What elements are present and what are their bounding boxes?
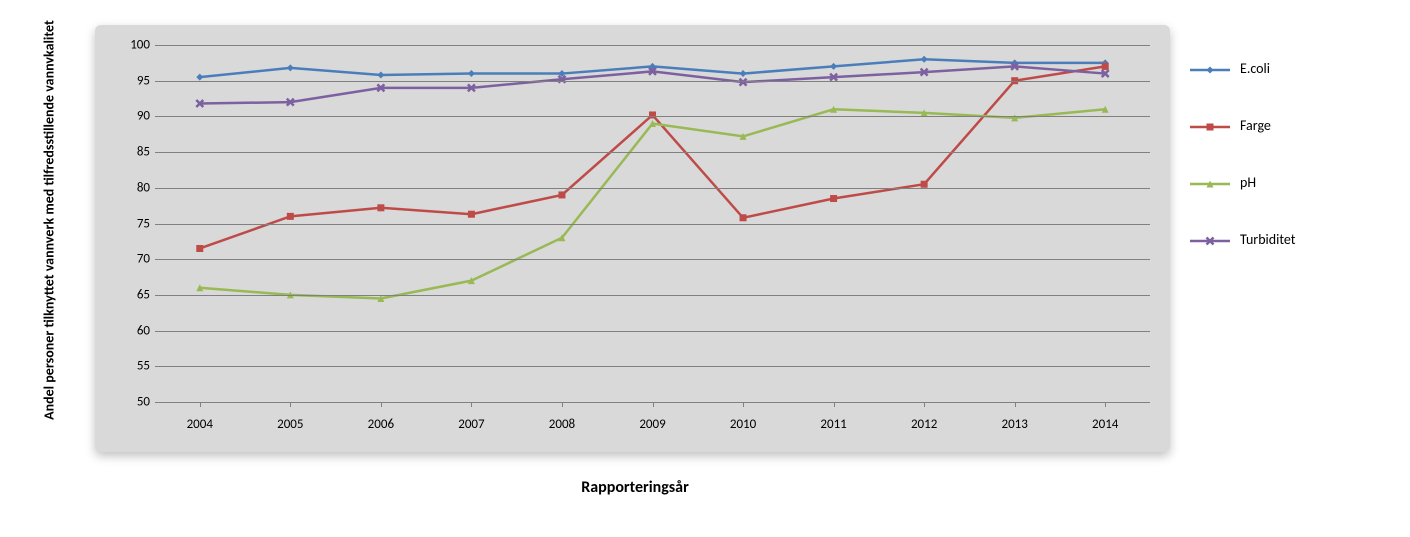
series-marker	[830, 195, 837, 202]
y-tick-label: 50	[115, 395, 150, 410]
gridline	[155, 116, 1150, 117]
series-marker	[287, 213, 294, 220]
legend-marker	[1190, 177, 1230, 189]
gridline	[155, 331, 1150, 332]
series-line	[200, 109, 1105, 298]
x-axis-label-container: Rapporteringsår	[90, 457, 1180, 517]
y-tick-label: 65	[115, 287, 150, 302]
gridline	[155, 224, 1150, 225]
plot-inner: 5055606570758085909510020042005200620072…	[155, 45, 1150, 402]
series-marker	[558, 191, 565, 198]
gridline	[155, 188, 1150, 189]
series-marker	[921, 181, 928, 188]
x-tick-mark	[471, 402, 472, 407]
legend-label: E.coli	[1240, 60, 1270, 77]
series-marker	[740, 70, 747, 77]
x-tick-mark	[924, 402, 925, 407]
y-tick-label: 85	[115, 145, 150, 160]
y-axis-label-container: Andel personer tilknyttet vannverk med t…	[10, 20, 90, 420]
legend: E.coli Farge pH Turbiditet	[1180, 20, 1400, 517]
series-marker	[377, 71, 384, 78]
series-marker	[468, 211, 475, 218]
series-marker	[649, 111, 656, 118]
gridline	[155, 366, 1150, 367]
x-tick-mark	[834, 402, 835, 407]
series-marker	[468, 70, 475, 77]
series-marker	[921, 56, 928, 63]
y-tick-label: 60	[115, 323, 150, 338]
legend-marker	[1190, 63, 1230, 75]
legend-item: Turbiditet	[1190, 231, 1390, 248]
y-tick-label: 55	[115, 359, 150, 374]
legend-marker	[1190, 120, 1230, 132]
x-tick-mark	[1015, 402, 1016, 407]
y-tick-label: 95	[115, 73, 150, 88]
x-tick-mark	[653, 402, 654, 407]
gridline	[155, 45, 1150, 46]
series-marker	[740, 214, 747, 221]
x-tick-mark	[200, 402, 201, 407]
x-tick-label: 2004	[187, 417, 213, 432]
x-tick-label: 2013	[1001, 417, 1027, 432]
x-tick-mark	[290, 402, 291, 407]
gridline	[155, 152, 1150, 153]
plot-column: 50 55 60 65 70 75 80 85 90 95 100 2004 2005 2006 2007 2…	[90, 20, 1180, 517]
y-tick-label: 100	[115, 38, 150, 53]
legend-item: pH	[1190, 174, 1390, 191]
series-marker	[196, 74, 203, 81]
x-tick-mark	[381, 402, 382, 407]
legend-label: pH	[1240, 174, 1256, 191]
legend-item: Farge	[1190, 117, 1390, 134]
x-tick-label: 2008	[549, 417, 575, 432]
x-tick-label: 2012	[911, 417, 937, 432]
y-tick-label: 70	[115, 252, 150, 267]
legend-marker	[1190, 234, 1230, 246]
x-tick-mark	[562, 402, 563, 407]
legend-label: Turbiditet	[1240, 231, 1295, 248]
x-tick-mark	[743, 402, 744, 407]
x-tick-label: 2010	[730, 417, 756, 432]
y-tick-label: 75	[115, 216, 150, 231]
chart-container: Andel personer tilknyttet vannverk med t…	[0, 0, 1410, 537]
series-marker	[830, 63, 837, 70]
x-tick-label: 2009	[639, 417, 665, 432]
plot-area: 50 55 60 65 70 75 80 85 90 95 100 2004 2005 2006 2007 2…	[95, 25, 1170, 452]
series-marker	[377, 204, 384, 211]
x-tick-label: 2007	[458, 417, 484, 432]
legend-label: Farge	[1240, 117, 1271, 134]
x-axis-label: Rapporteringsår	[581, 478, 689, 497]
x-tick-label: 2014	[1092, 417, 1118, 432]
legend-item: E.coli	[1190, 60, 1390, 77]
y-tick-label: 90	[115, 109, 150, 124]
series-marker	[287, 64, 294, 71]
x-tick-label: 2005	[277, 417, 303, 432]
gridline	[155, 259, 1150, 260]
y-tick-label: 80	[115, 180, 150, 195]
series-marker	[1102, 63, 1109, 70]
x-tick-label: 2011	[820, 417, 846, 432]
series-marker	[196, 245, 203, 252]
gridline	[155, 295, 1150, 296]
y-axis-label: Andel personer tilknyttet vannverk med t…	[42, 20, 59, 420]
gridline	[155, 81, 1150, 82]
x-tick-label: 2006	[368, 417, 394, 432]
x-tick-mark	[1105, 402, 1106, 407]
plot-and-legend: 50 55 60 65 70 75 80 85 90 95 100 2004 2005 2006 2007 2…	[90, 20, 1400, 517]
